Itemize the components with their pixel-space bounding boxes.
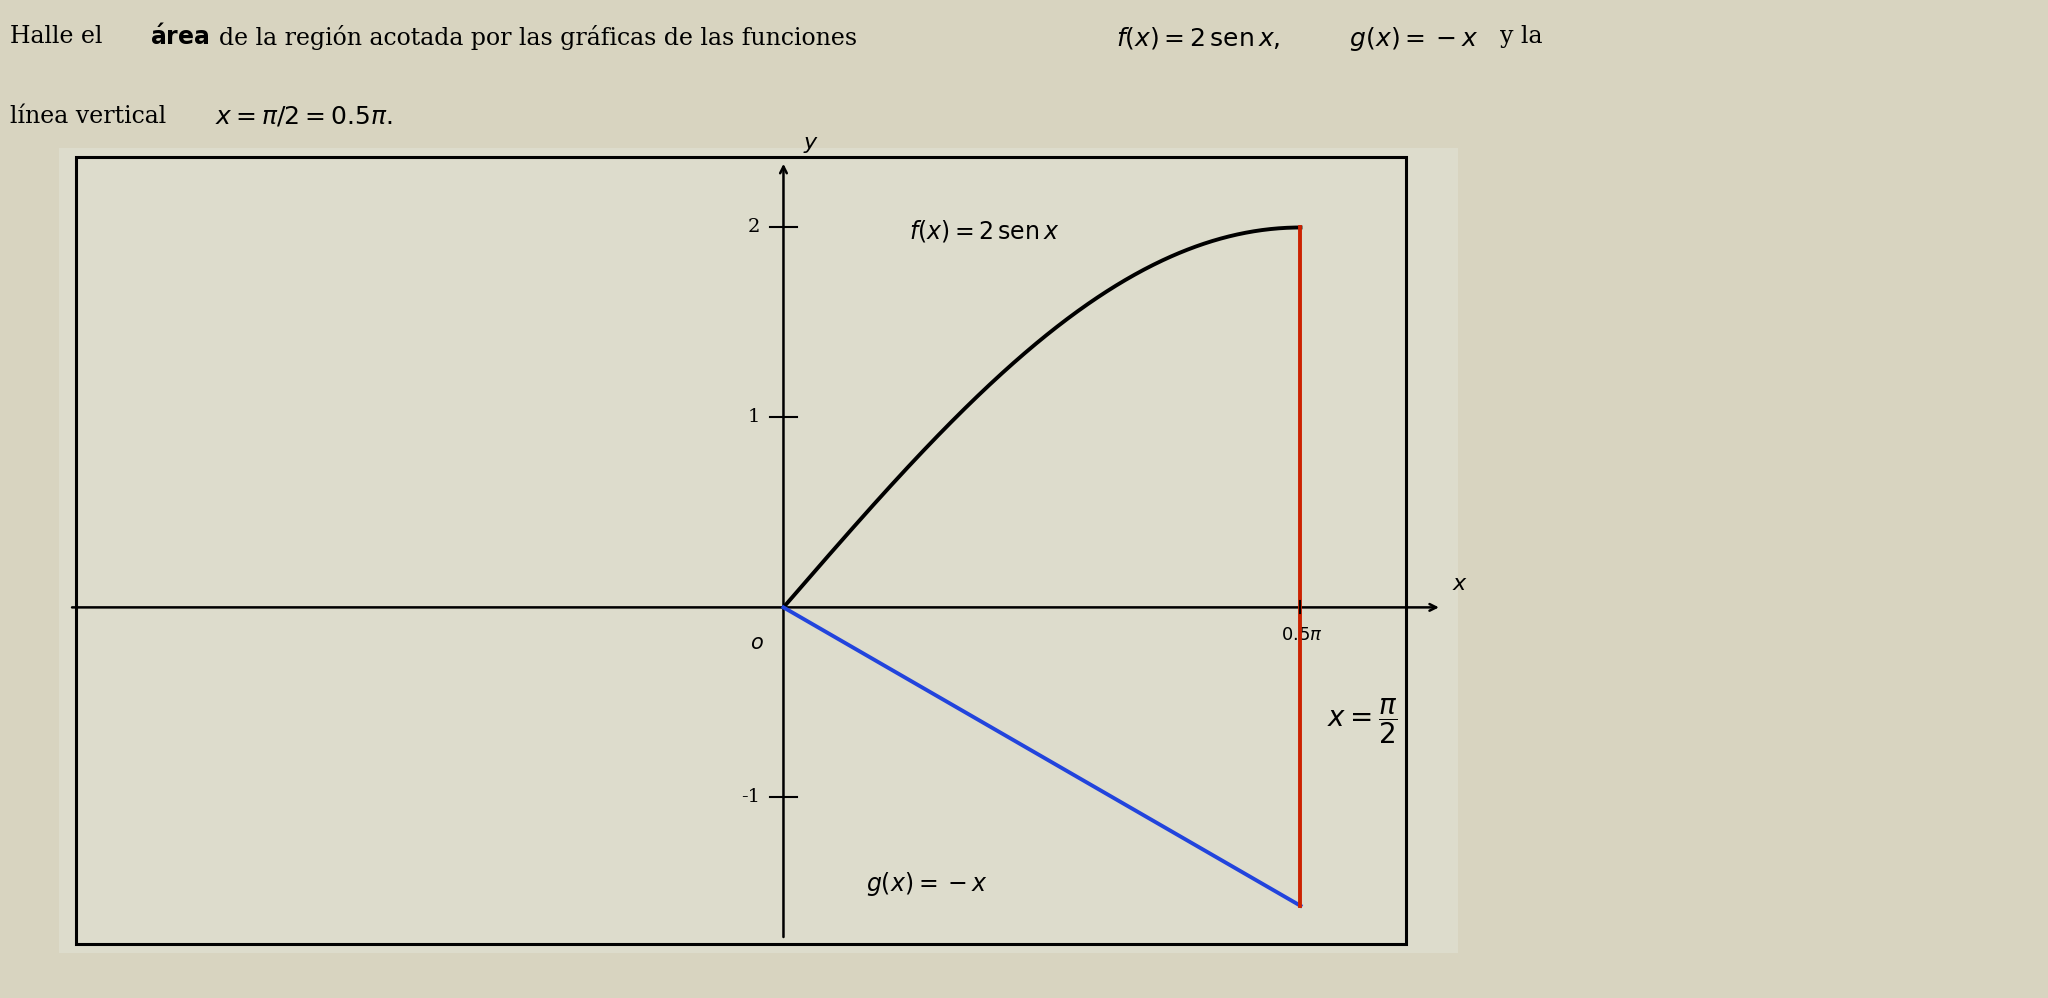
- Text: -1: -1: [741, 788, 760, 806]
- Text: y la: y la: [1485, 25, 1542, 48]
- Text: 1: 1: [748, 408, 760, 426]
- Text: $0.5\pi$: $0.5\pi$: [1280, 627, 1323, 645]
- Text: $y$: $y$: [803, 136, 819, 156]
- Text: Halle el: Halle el: [10, 25, 111, 48]
- Text: $x = \dfrac{\pi}{2}$: $x = \dfrac{\pi}{2}$: [1327, 697, 1397, 747]
- Text: $f(x) = 2\,\mathrm{sen}\,x$: $f(x) = 2\,\mathrm{sen}\,x$: [909, 218, 1059, 244]
- Text: $\;g(x) = -x$: $\;g(x) = -x$: [1343, 25, 1479, 53]
- Text: de la región acotada por las gráficas de las funciones: de la región acotada por las gráficas de…: [219, 25, 864, 50]
- Text: línea vertical: línea vertical: [10, 105, 182, 128]
- Text: 2: 2: [748, 219, 760, 237]
- Text: $x = \pi/2 = 0.5\pi$.: $x = \pi/2 = 0.5\pi$.: [215, 105, 393, 129]
- Text: $f(x) = 2\,\mathrm{sen}\,x,$: $f(x) = 2\,\mathrm{sen}\,x,$: [1116, 25, 1280, 51]
- Text: $g(x) = -x$: $g(x) = -x$: [866, 869, 987, 897]
- Text: $x$: $x$: [1452, 574, 1468, 594]
- Text: $o$: $o$: [750, 634, 764, 653]
- Text: $\bf{\acute{a}rea}$: $\bf{\acute{a}rea}$: [150, 25, 209, 51]
